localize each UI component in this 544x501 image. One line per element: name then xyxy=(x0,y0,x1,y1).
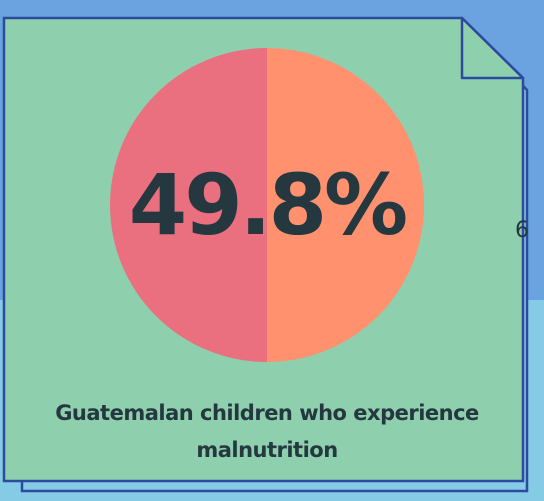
caption-line-1: Guatemalan children who experience xyxy=(55,401,479,425)
stat-caption: Guatemalan children who experience malnu… xyxy=(30,395,504,469)
partial-glyph: 6 xyxy=(515,218,529,243)
stat-value: 49.8% xyxy=(128,156,408,254)
pie-right-half xyxy=(267,48,424,362)
percentage-pie-chart xyxy=(110,48,424,362)
caption-line-2: malnutrition xyxy=(196,438,338,462)
folded-corner xyxy=(460,16,525,80)
pie-left-half xyxy=(110,48,267,362)
